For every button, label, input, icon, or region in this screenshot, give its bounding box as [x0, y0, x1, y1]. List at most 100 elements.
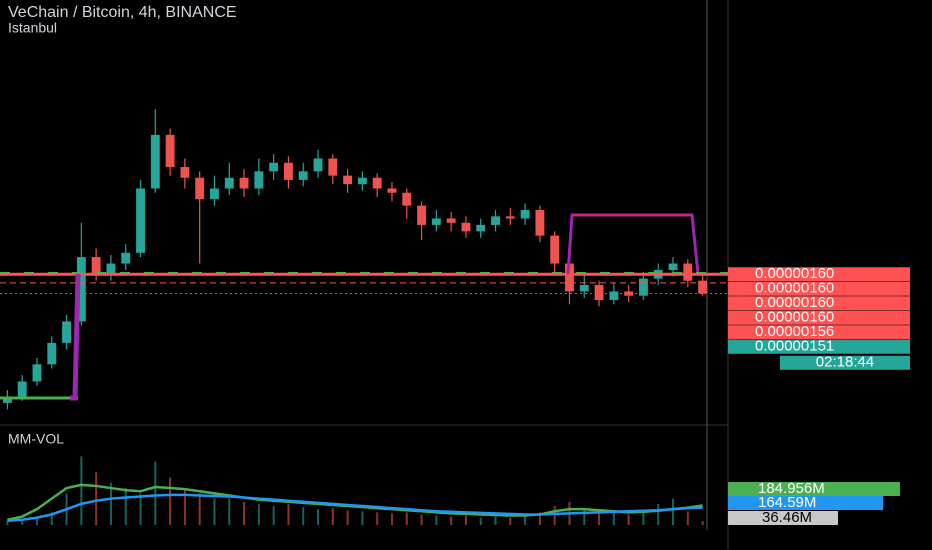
candle-body [431, 218, 441, 225]
candle-body [150, 134, 160, 189]
volume-bar [287, 503, 290, 525]
candle-body [195, 177, 205, 200]
price-label: 0.00000151 [755, 338, 834, 355]
volume-bar [80, 456, 83, 525]
candle-body [269, 162, 279, 172]
candle-body [698, 280, 708, 294]
candle-body [476, 224, 486, 232]
volume-bar [524, 515, 527, 525]
candle-body [357, 177, 367, 185]
ma-line [7, 493, 703, 523]
volume-bar [183, 488, 186, 525]
candle-body [136, 188, 145, 253]
candle-body [343, 175, 353, 185]
candle-body [446, 218, 456, 223]
volume-bar [198, 493, 201, 525]
candle-body [2, 396, 12, 403]
volume-bar [479, 517, 482, 525]
candle-body [91, 257, 101, 275]
candle-body [535, 209, 545, 236]
candle-body [372, 177, 382, 189]
volume-bar [686, 511, 689, 525]
volume-bar [701, 521, 704, 525]
volume-bar [642, 510, 645, 525]
volume-title: MM-VOL [8, 431, 64, 447]
volume-bar [302, 507, 305, 525]
volume-bar [376, 512, 379, 525]
candle-body [417, 205, 426, 225]
volume-bar [6, 520, 9, 525]
candle-body [594, 284, 604, 300]
candle-body [224, 177, 234, 189]
volume-bar [257, 503, 260, 525]
price-label: 0.00000160 [755, 265, 834, 282]
candle-body [313, 158, 323, 172]
volume-bar [169, 477, 172, 525]
volume-bar [243, 501, 246, 525]
candle-body [284, 162, 293, 180]
candle-body [683, 263, 693, 281]
volume-bar [272, 506, 275, 525]
volume-bar [450, 516, 453, 525]
candle-body [165, 134, 175, 168]
price-label-bg [728, 281, 910, 296]
volume-bar [464, 515, 467, 525]
price-label-bg [728, 296, 910, 311]
volume-bar [538, 512, 541, 525]
volume-bar [672, 498, 675, 525]
candle-body [520, 209, 530, 219]
ma-label: 164.59M [758, 494, 816, 511]
volume-bar [420, 514, 423, 525]
volume-bar [612, 512, 615, 525]
candle-body [76, 257, 86, 322]
volume-bar [598, 509, 601, 525]
volume-label-bg [728, 511, 838, 525]
volume-bar [361, 511, 364, 525]
candle-body [210, 188, 219, 200]
price-label-bg [728, 310, 910, 325]
volume-bar [583, 508, 586, 525]
volume-bar [494, 516, 497, 525]
price-label: 0.00000160 [755, 280, 834, 297]
candle-body [565, 263, 574, 292]
volume-bar [124, 488, 127, 525]
candle-body [180, 167, 190, 178]
candle-body [254, 171, 264, 189]
candle-body [17, 381, 27, 397]
candle-body [32, 364, 42, 382]
volume-bar [109, 482, 112, 525]
ma-label-bg [728, 496, 883, 510]
price-label-bg [728, 325, 910, 340]
price-label: 0.00000160 [755, 309, 834, 326]
countdown: 02:18:44 [816, 354, 874, 371]
volume-bar [657, 503, 660, 525]
drawing [70, 273, 81, 401]
candle-body [668, 263, 678, 270]
candle-body [639, 278, 648, 296]
volume-bar [95, 472, 98, 525]
candle-body [550, 235, 560, 264]
volume-bar [213, 498, 216, 525]
candle-body [328, 158, 338, 176]
candle-body [387, 188, 397, 193]
volume-label: 36.46M [762, 509, 812, 526]
candle-body [47, 342, 57, 365]
volume-bar [390, 513, 393, 525]
chart-subtitle: Istanbul [8, 20, 57, 36]
chart-title: VeChain / Bitcoin, 4h, BINANCE [8, 4, 237, 21]
volume-bar [228, 498, 231, 525]
volume-bar [509, 517, 512, 525]
volume-bar [553, 506, 556, 525]
ma-label-bg [728, 482, 900, 496]
volume-bar [21, 518, 24, 525]
candle-body [121, 252, 131, 264]
candle-body [609, 291, 619, 300]
ma-label: 184.956M [758, 480, 825, 497]
marks [0, 109, 728, 525]
candle-body [62, 321, 71, 343]
volume-bar [346, 510, 349, 525]
volume-bar [317, 509, 320, 525]
volume-bar [50, 512, 53, 525]
countdown-bg [780, 355, 910, 370]
